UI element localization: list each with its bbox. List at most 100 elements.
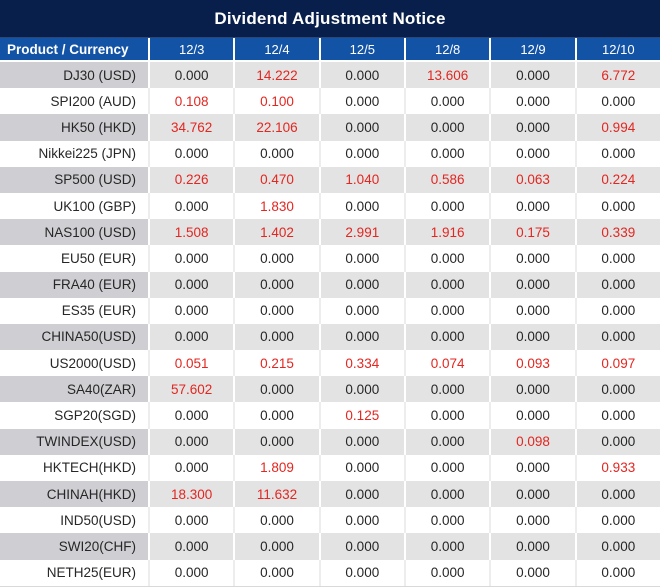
value-cell: 0.000 [148, 533, 234, 560]
value-cell: 0.933 [574, 454, 660, 481]
value-cell: 0.000 [574, 271, 660, 298]
value-cell: 0.000 [489, 376, 575, 403]
value-cell: 0.000 [489, 62, 575, 89]
product-cell: SGP20(SGD) [0, 402, 148, 429]
value-cell: 0.000 [489, 454, 575, 481]
table-row: Nikkei225 (JPN) 0.000 0.000 0.000 0.000 0.000… [0, 140, 660, 167]
value-cell: 0.226 [148, 166, 234, 193]
value-cell: 0.093 [489, 350, 575, 377]
value-cell: 0.000 [489, 88, 575, 115]
value-cell: 1.040 [318, 166, 404, 193]
value-cell: 14.222 [233, 62, 319, 89]
table-row: SGP20(SGD) 0.000 0.000 0.125 0.000 0.000 0.000 [0, 402, 660, 429]
value-cell: 0.000 [318, 297, 404, 324]
table-row: NAS100 (USD) 1.508 1.402 2.991 1.916 0.175 0.3… [0, 219, 660, 246]
table-row: SA40(ZAR) 57.602 0.000 0.000 0.000 0.000 0.000 [0, 376, 660, 403]
value-cell: 0.000 [403, 140, 490, 167]
table-row: CHINAH(HKD) 18.300 11.632 0.000 0.000 0.000 0.… [0, 481, 660, 508]
value-cell: 0.000 [318, 454, 404, 481]
value-cell: 0.000 [318, 507, 404, 534]
value-cell: 0.470 [233, 166, 319, 193]
value-cell: 0.000 [574, 297, 660, 324]
value-cell: 0.224 [574, 166, 660, 193]
table-row: SWI20(CHF) 0.000 0.000 0.000 0.000 0.000 0.000 [0, 533, 660, 560]
value-cell: 0.000 [233, 271, 319, 298]
value-cell: 0.000 [574, 88, 660, 115]
value-cell: 0.000 [489, 559, 575, 586]
value-cell: 0.125 [318, 402, 404, 429]
value-cell: 34.762 [148, 114, 234, 141]
value-cell: 0.586 [403, 166, 490, 193]
product-cell: US2000(USD) [0, 350, 148, 377]
product-cell: EU50 (EUR) [0, 245, 148, 272]
value-cell: 0.000 [574, 192, 660, 220]
column-header-date: 12/9 [489, 38, 575, 62]
value-cell: 0.000 [403, 376, 490, 403]
value-cell: 0.000 [489, 533, 575, 560]
value-cell: 1.809 [233, 454, 319, 481]
value-cell: 0.000 [318, 88, 404, 115]
product-cell: HKTECH(HKD) [0, 454, 148, 481]
value-cell: 0.000 [403, 481, 490, 508]
value-cell: 0.215 [233, 350, 319, 377]
value-cell: 0.000 [233, 507, 319, 534]
value-cell: 0.000 [318, 245, 404, 272]
value-cell: 0.000 [574, 507, 660, 534]
value-cell: 0.000 [233, 533, 319, 560]
value-cell: 0.100 [233, 88, 319, 115]
table-row: TWINDEX(USD) 0.000 0.000 0.000 0.000 0.098 0.0… [0, 428, 660, 455]
product-cell: ES35 (EUR) [0, 297, 148, 324]
value-cell: 22.106 [233, 114, 319, 141]
value-cell: 0.000 [233, 140, 319, 167]
product-cell: UK100 (GBP) [0, 192, 148, 220]
value-cell: 0.000 [148, 245, 234, 272]
value-cell: 0.000 [233, 323, 319, 351]
table-row: IND50(USD) 0.000 0.000 0.000 0.000 0.000 0.000 [0, 507, 660, 534]
value-cell: 0.000 [318, 323, 404, 351]
value-cell: 0.000 [489, 297, 575, 324]
table-row: HKTECH(HKD) 0.000 1.809 0.000 0.000 0.000 0.93… [0, 454, 660, 481]
product-cell: DJ30 (USD) [0, 62, 148, 89]
value-cell: 0.000 [574, 376, 660, 403]
value-cell: 0.000 [318, 559, 404, 586]
value-cell: 0.994 [574, 114, 660, 141]
table-row: UK100 (GBP) 0.000 1.830 0.000 0.000 0.000 0.00… [0, 192, 660, 220]
value-cell: 0.000 [148, 271, 234, 298]
value-cell: 11.632 [233, 481, 319, 508]
column-header-date: 12/10 [574, 38, 660, 62]
value-cell: 0.000 [489, 507, 575, 534]
value-cell: 0.000 [148, 454, 234, 481]
value-cell: 0.000 [574, 559, 660, 586]
value-cell: 0.000 [489, 271, 575, 298]
value-cell: 13.606 [403, 62, 490, 89]
value-cell: 0.000 [233, 428, 319, 455]
value-cell: 0.000 [233, 297, 319, 324]
value-cell: 0.000 [489, 114, 575, 141]
table-row: ES35 (EUR) 0.000 0.000 0.000 0.000 0.000 0.000 [0, 297, 660, 324]
product-cell: Nikkei225 (JPN) [0, 140, 148, 167]
value-cell: 0.097 [574, 350, 660, 377]
value-cell: 0.000 [403, 533, 490, 560]
value-cell: 0.175 [489, 219, 575, 246]
value-cell: 0.000 [233, 376, 319, 403]
value-cell: 0.000 [148, 428, 234, 455]
product-cell: SA40(ZAR) [0, 376, 148, 403]
value-cell: 0.000 [403, 88, 490, 115]
table-row: SPI200 (AUD) 0.108 0.100 0.000 0.000 0.000 0.0… [0, 88, 660, 115]
value-cell: 0.000 [403, 454, 490, 481]
product-cell: SPI200 (AUD) [0, 88, 148, 115]
product-cell: NAS100 (USD) [0, 219, 148, 246]
value-cell: 0.000 [403, 297, 490, 324]
value-cell: 0.000 [574, 481, 660, 508]
value-cell: 0.000 [148, 297, 234, 324]
value-cell: 0.000 [318, 428, 404, 455]
dividend-table: Product / Currency 12/3 12/4 12/5 12/8 12/9 1… [0, 38, 660, 587]
value-cell: 0.000 [403, 559, 490, 586]
value-cell: 0.000 [574, 402, 660, 429]
value-cell: 0.000 [318, 376, 404, 403]
value-cell: 2.991 [318, 219, 404, 246]
value-cell: 57.602 [148, 376, 234, 403]
value-cell: 0.108 [148, 88, 234, 115]
value-cell: 6.772 [574, 62, 660, 89]
product-cell: TWINDEX(USD) [0, 428, 148, 455]
